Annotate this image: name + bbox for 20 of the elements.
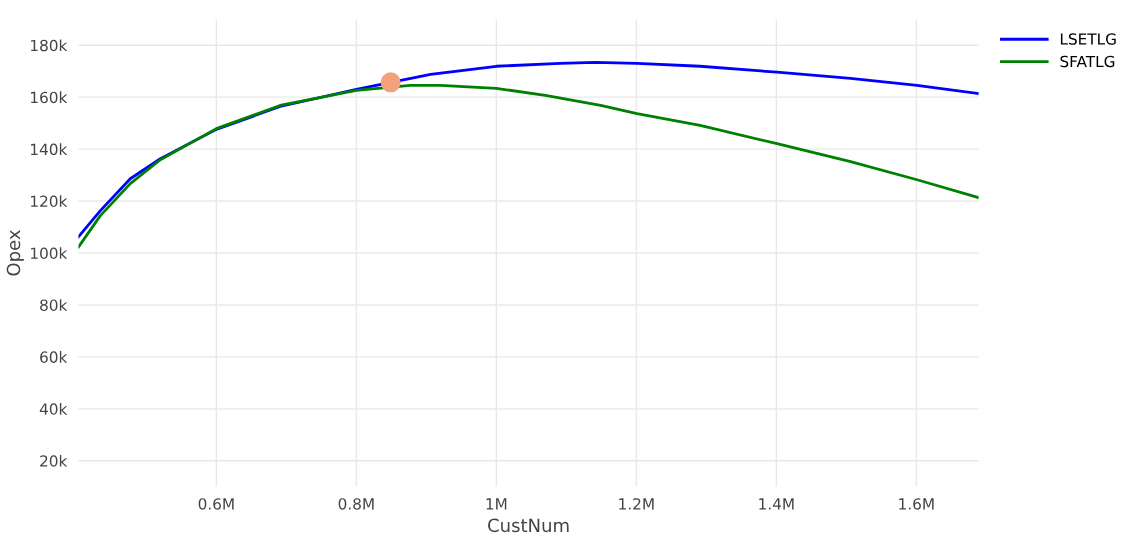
y-tick-label: 180k <box>31 39 68 52</box>
y-tick-label: 100k <box>31 247 68 260</box>
y-tick-label: 40k <box>39 403 68 415</box>
line-series <box>78 84 979 249</box>
x-tick-label: 1M <box>486 498 507 510</box>
legend-label: SFATLG <box>1060 55 1115 68</box>
y-tick-label: 140k <box>31 143 68 156</box>
y-axis-title: Opex <box>6 230 24 276</box>
x-tick-label: 0.8M <box>338 498 374 510</box>
y-tick-label: 120k <box>31 195 68 208</box>
y-tick-label: 20k <box>40 454 68 467</box>
y-tick-label: 80k <box>40 299 68 311</box>
x-tick-label: 1.2M <box>619 498 654 510</box>
x-tick-label: 0.6M <box>198 498 234 510</box>
x-tick-label: 1.4M <box>759 498 794 510</box>
x-axis-title: CustNum <box>488 518 569 533</box>
y-tick-label: 160k <box>31 91 68 104</box>
y-tick-label: 60k <box>40 351 68 363</box>
x-tick-label: 1.6M <box>899 498 934 510</box>
legend-label: LSETLG <box>1060 33 1116 45</box>
